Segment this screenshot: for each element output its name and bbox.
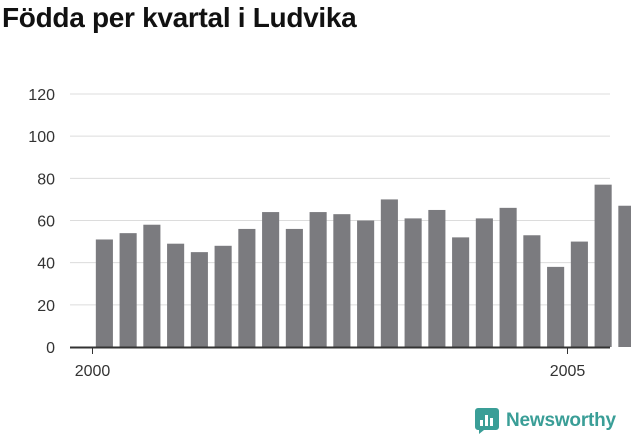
bar-11 (357, 220, 375, 347)
y-tick-label-40: 40 (37, 256, 55, 273)
bar-14 (428, 209, 446, 347)
newsworthy-logo: Newsworthy (475, 408, 616, 434)
bar-12 (380, 199, 398, 347)
bar-20 (570, 241, 588, 347)
bar-13 (404, 218, 422, 347)
bar-4 (190, 252, 208, 348)
x-axis-ticks: 200020052010201520202025 (75, 347, 586, 380)
bar-16 (475, 218, 493, 347)
y-tick-label-100: 100 (28, 129, 55, 146)
newsworthy-logo-icon (475, 408, 499, 434)
y-tick-label-80: 80 (37, 171, 55, 188)
y-tick-label-60: 60 (37, 214, 55, 231)
bar-6 (238, 228, 256, 347)
bar-17 (499, 207, 517, 347)
bar-21 (594, 184, 612, 347)
y-tick-label-0: 0 (46, 340, 55, 357)
bar-8 (285, 228, 303, 347)
bar-2 (143, 224, 161, 347)
bar-1 (119, 233, 137, 347)
y-tick-label-120: 120 (28, 87, 55, 104)
bar-10 (333, 214, 351, 347)
newsworthy-logo-text: Newsworthy (506, 410, 616, 431)
chart-title: Födda per kvartal i Ludvika (2, 2, 357, 33)
bar-19 (547, 266, 565, 347)
bar-0 (95, 239, 113, 347)
bar-9 (309, 212, 327, 347)
x-tick-label-2000: 2000 (75, 363, 111, 380)
bar-22 (618, 205, 631, 347)
bar-18 (523, 235, 541, 347)
x-tick-label-2005: 2005 (550, 363, 586, 380)
y-axis-tick-labels: 0 20 40 60 80 100 120 (28, 87, 55, 357)
bar-5 (214, 245, 232, 347)
y-tick-label-20: 20 (37, 298, 55, 315)
bar-7 (262, 212, 280, 347)
bars (95, 184, 631, 348)
bar-15 (452, 237, 470, 347)
bar-3 (167, 243, 185, 347)
